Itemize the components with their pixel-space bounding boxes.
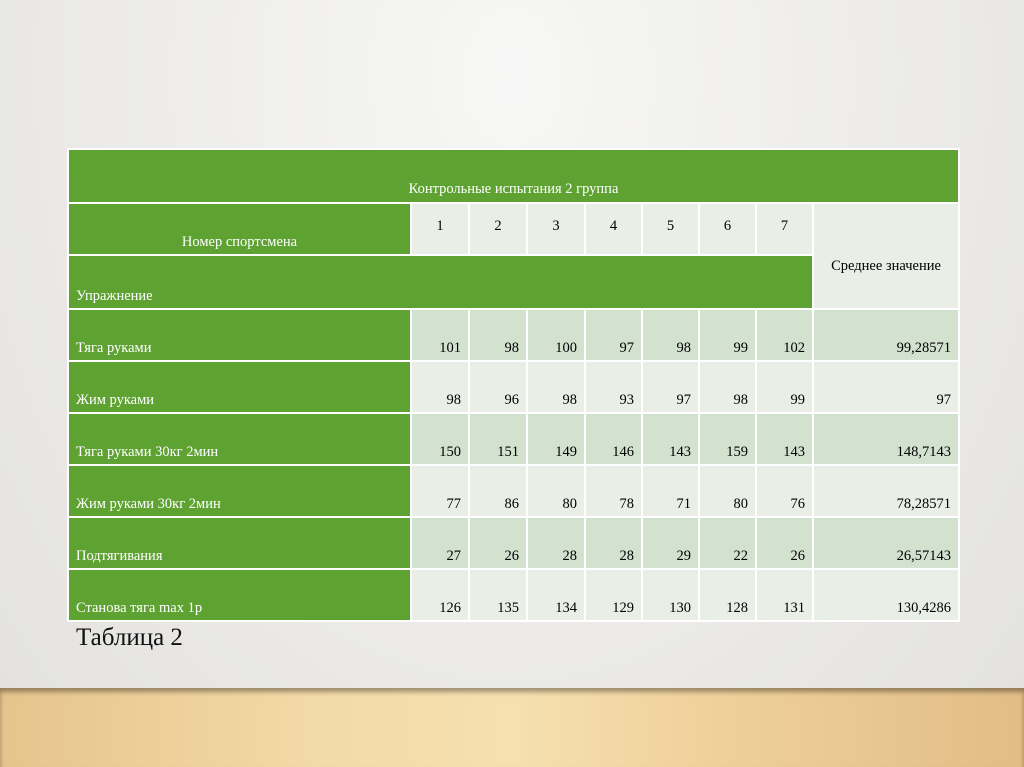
exercise-name: Тяга руками xyxy=(67,308,412,362)
result-cell: 27 xyxy=(410,516,470,570)
result-cell: 150 xyxy=(410,412,470,466)
result-cell: 98 xyxy=(410,360,470,414)
result-cell: 97 xyxy=(641,360,700,414)
result-cell: 76 xyxy=(755,464,814,518)
average-header: Среднее значение xyxy=(811,202,961,310)
result-cell: 128 xyxy=(698,568,757,622)
result-cell: 149 xyxy=(526,412,586,466)
result-cell: 78 xyxy=(584,464,643,518)
average-cell: 148,7143 xyxy=(811,412,961,466)
result-cell: 129 xyxy=(584,568,643,622)
average-cell: 26,57143 xyxy=(811,516,961,570)
athlete-number-cell: 3 xyxy=(526,202,586,256)
result-cell: 97 xyxy=(584,308,643,362)
exercise-name: Тяга руками 30кг 2мин xyxy=(67,412,412,466)
result-cell: 86 xyxy=(468,464,528,518)
result-cell: 93 xyxy=(584,360,643,414)
result-cell: 146 xyxy=(584,412,643,466)
result-cell: 80 xyxy=(526,464,586,518)
average-cell: 78,28571 xyxy=(811,464,961,518)
average-cell: 130,4286 xyxy=(811,568,961,622)
athlete-number-cell: 4 xyxy=(584,202,643,256)
average-cell: 97 xyxy=(811,360,961,414)
result-cell: 80 xyxy=(698,464,757,518)
result-cell: 143 xyxy=(755,412,814,466)
result-cell: 135 xyxy=(468,568,528,622)
result-cell: 131 xyxy=(755,568,814,622)
table-caption: Таблица 2 xyxy=(76,624,183,651)
athlete-number-cell: 5 xyxy=(641,202,700,256)
table-row: Тяга руками 30кг 2мин 150 151 149 146 143 159 1… xyxy=(67,412,961,466)
result-cell: 99 xyxy=(755,360,814,414)
result-cell: 71 xyxy=(641,464,700,518)
result-cell: 96 xyxy=(468,360,528,414)
result-cell: 101 xyxy=(410,308,470,362)
result-cell: 29 xyxy=(641,516,700,570)
result-cell: 98 xyxy=(641,308,700,362)
table-title: Контрольные испытания 2 группа xyxy=(66,148,961,204)
table-row: Жим руками 98 96 98 93 97 98 99 97 xyxy=(67,360,961,414)
result-cell: 102 xyxy=(755,308,814,362)
result-cell: 143 xyxy=(641,412,700,466)
average-cell: 99,28571 xyxy=(811,308,961,362)
result-cell: 151 xyxy=(468,412,528,466)
results-table: Контрольные испытания 2 группа Номер спо… xyxy=(66,148,961,622)
athlete-number-cell: 7 xyxy=(755,202,814,256)
result-cell: 134 xyxy=(526,568,586,622)
table-row: Тяга руками 101 98 100 97 98 99 102 99,28571 xyxy=(67,308,961,362)
exercise-name: Жим руками xyxy=(67,360,412,414)
result-cell: 22 xyxy=(698,516,757,570)
athlete-number-cell: 6 xyxy=(698,202,757,256)
result-cell: 98 xyxy=(468,308,528,362)
athlete-number-header: Номер спортсмена xyxy=(67,202,412,256)
result-cell: 130 xyxy=(641,568,700,622)
result-cell: 98 xyxy=(698,360,757,414)
result-cell: 98 xyxy=(526,360,586,414)
result-cell: 26 xyxy=(755,516,814,570)
result-cell: 77 xyxy=(410,464,470,518)
wood-floor-decoration xyxy=(0,688,1024,767)
exercise-header: Упражнение xyxy=(67,254,814,310)
exercise-name: Жим руками 30кг 2мин xyxy=(67,464,412,518)
exercise-name: Подтягивания xyxy=(67,516,412,570)
athlete-number-cell: 2 xyxy=(468,202,528,256)
table-row: Жим руками 30кг 2мин 77 86 80 78 71 80 76 78,285… xyxy=(67,464,961,518)
table-row: Подтягивания 27 26 28 28 29 22 26 26,57143 xyxy=(67,516,961,570)
result-cell: 28 xyxy=(526,516,586,570)
result-cell: 126 xyxy=(410,568,470,622)
result-cell: 99 xyxy=(698,308,757,362)
result-cell: 159 xyxy=(698,412,757,466)
athlete-number-cell: 1 xyxy=(410,202,470,256)
table-row: Станова тяга max 1р 126 135 134 129 130 128 131… xyxy=(67,568,961,622)
result-cell: 100 xyxy=(526,308,586,362)
exercise-name: Станова тяга max 1р xyxy=(67,568,412,622)
result-cell: 28 xyxy=(584,516,643,570)
result-cell: 26 xyxy=(468,516,528,570)
